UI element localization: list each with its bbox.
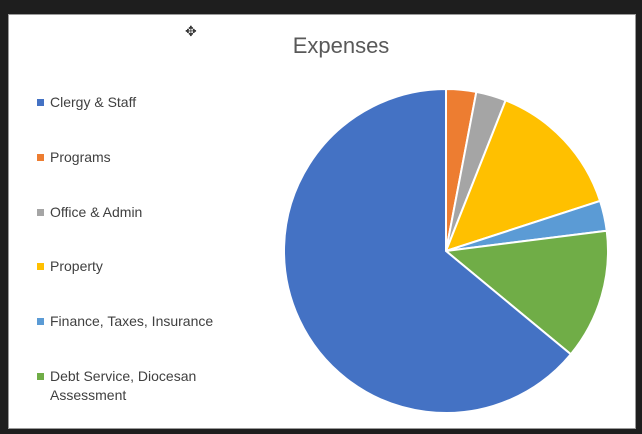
legend-swatch [37, 209, 44, 216]
move-cursor-icon: ✥ [185, 23, 197, 39]
legend-label: Programs [50, 149, 111, 165]
legend-swatch [37, 318, 44, 325]
pie-slice-debt-service-diocesan-assessment [443, 229, 609, 356]
legend-label: Debt Service, Diocesan Assessment [50, 368, 197, 403]
pie-chart [283, 87, 609, 414]
pie-slice-clergy-staff [283, 87, 573, 414]
legend-label: Office & Admin [50, 204, 143, 220]
legend-swatch [37, 263, 44, 270]
legend-swatch [37, 99, 44, 106]
chart-title: Expenses [292, 33, 390, 58]
legend-label: Finance, Taxes, Insurance [50, 313, 214, 329]
legend-swatch [37, 154, 44, 161]
legend-swatch [37, 373, 44, 380]
legend-label: Property [50, 258, 103, 274]
chart-area: Expenses ✥ Clergy & Staff Programs Office … [8, 14, 636, 429]
legend-label: Clergy & Staff [50, 94, 137, 110]
